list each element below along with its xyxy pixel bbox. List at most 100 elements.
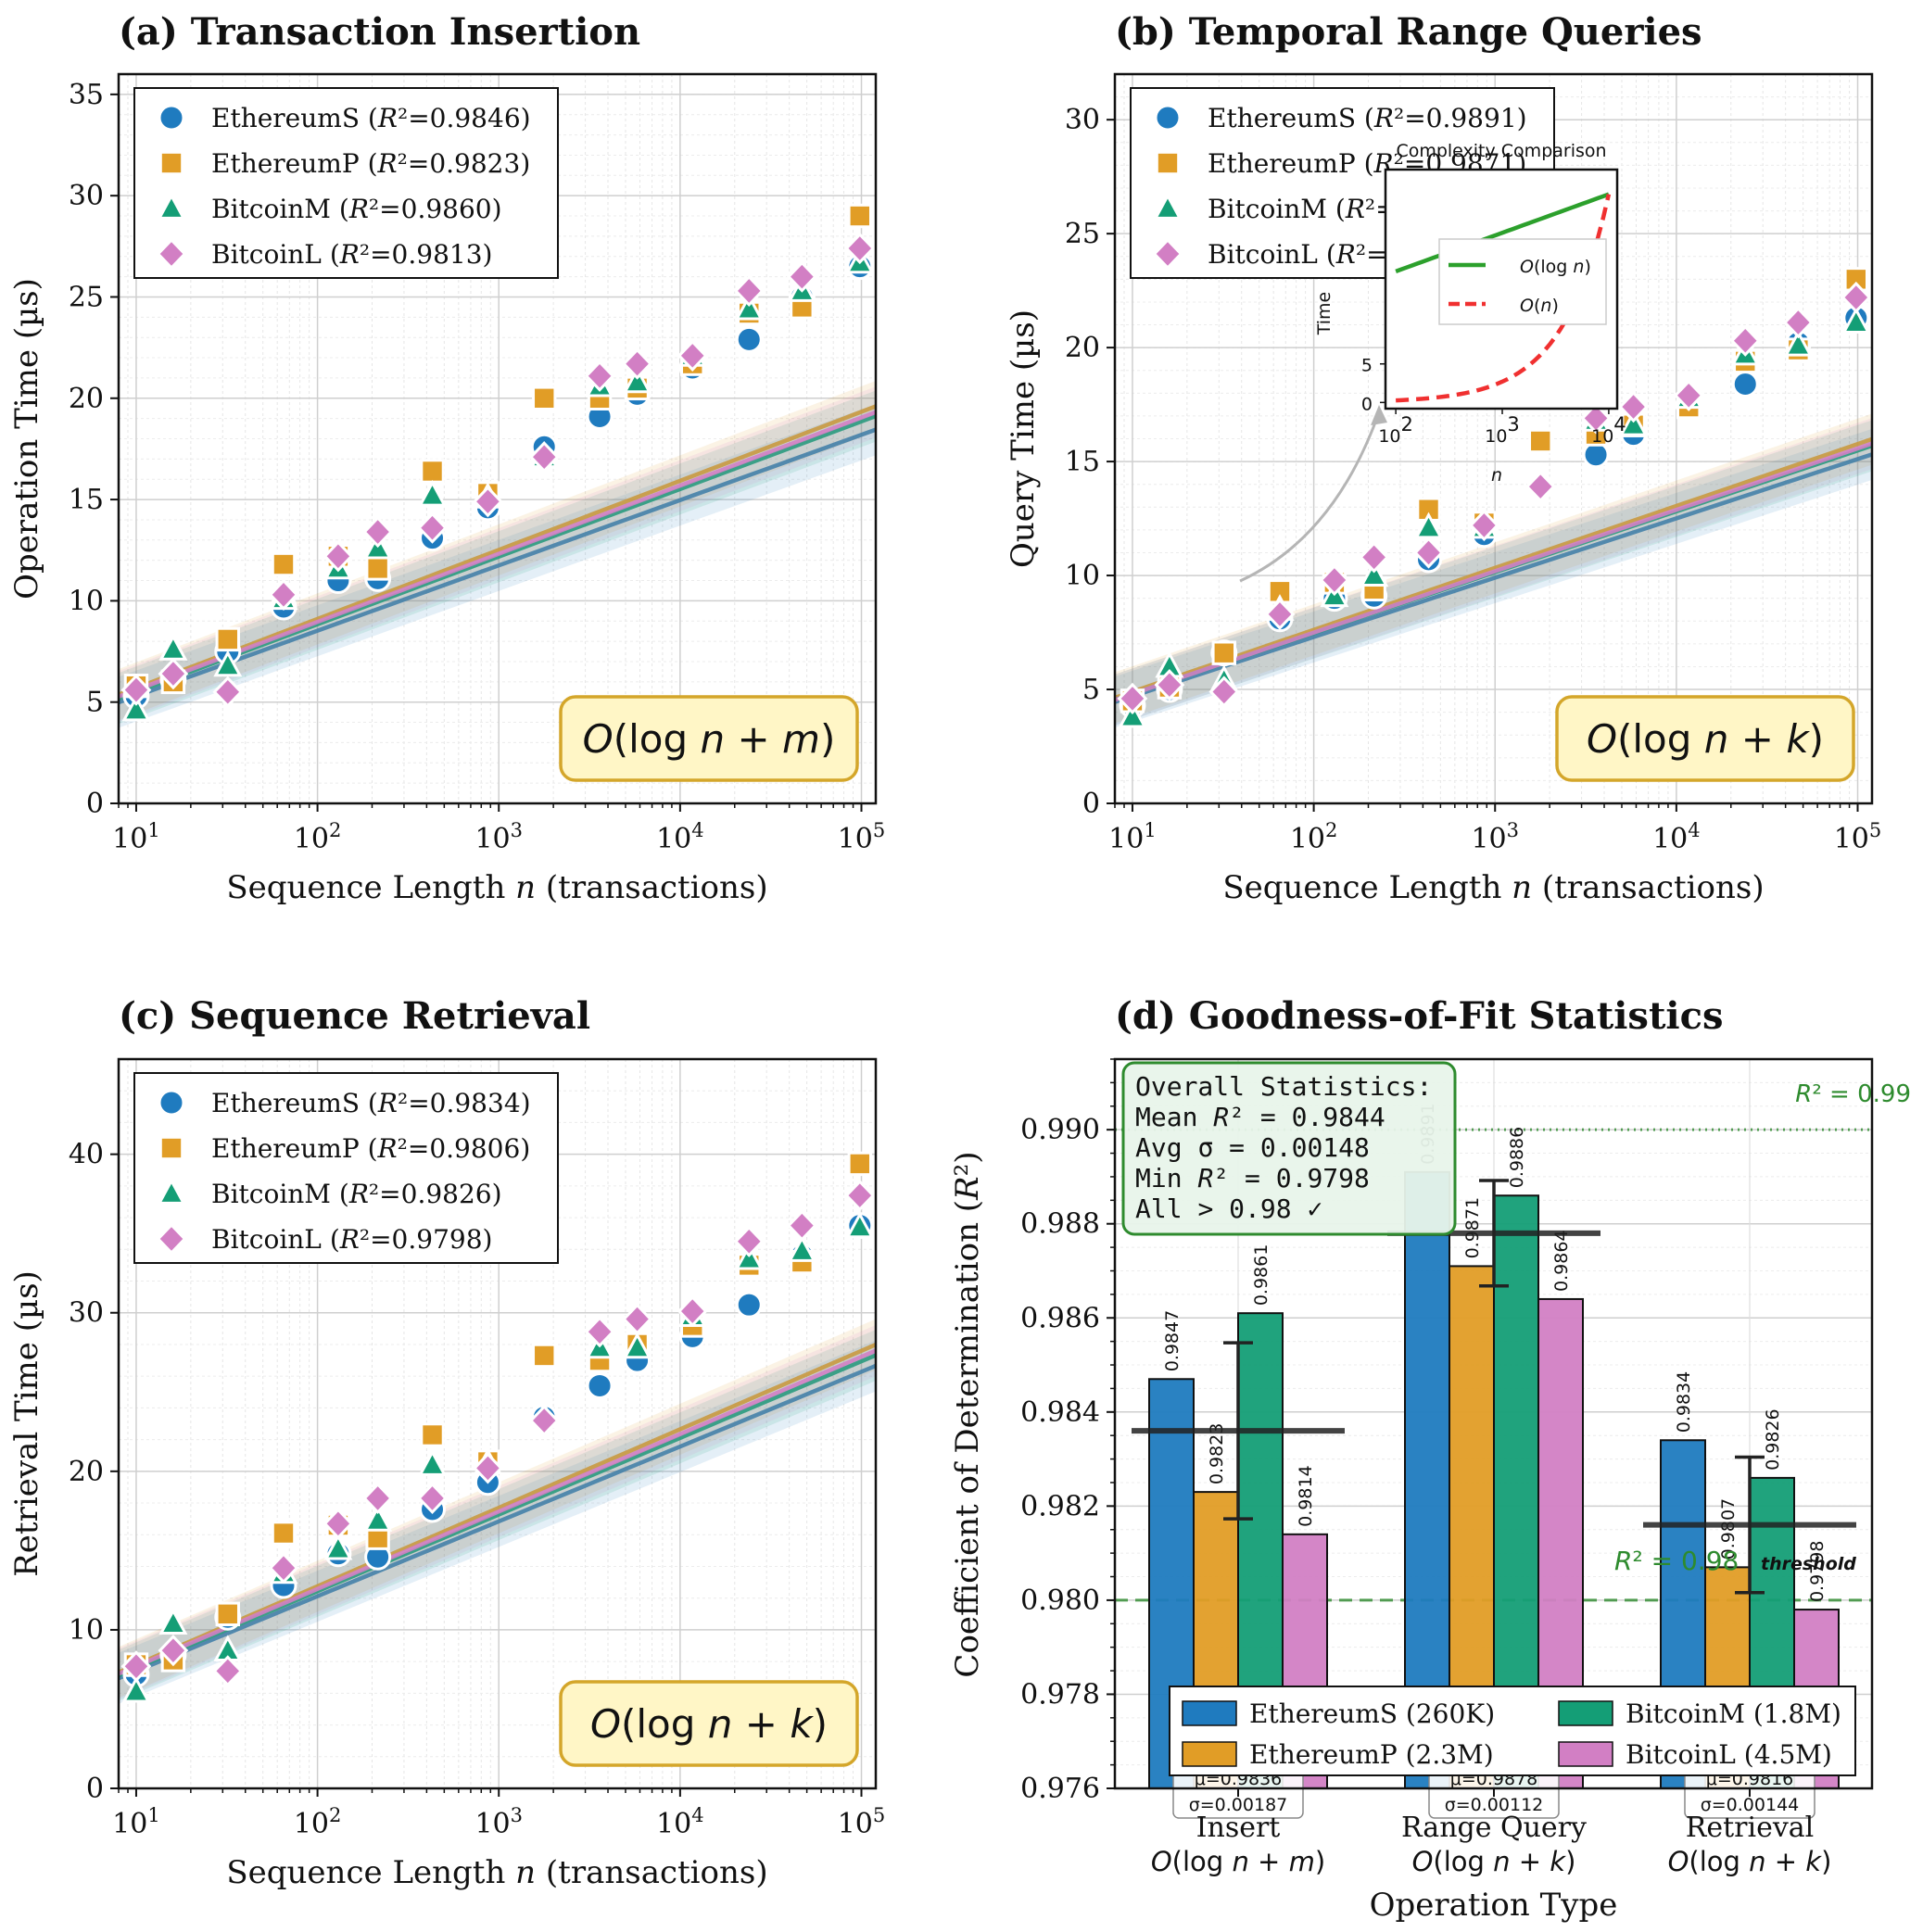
- y-tick-label: 15: [1065, 446, 1100, 478]
- fit-line-EthereumP: [118, 404, 877, 697]
- data-point-BitcoinL: [844, 1180, 876, 1212]
- fit-line-EthereumS: [1114, 452, 1873, 704]
- legend-marker-EthereumP: [158, 1135, 184, 1161]
- data-point-BitcoinL: [473, 486, 503, 518]
- y-tick-label: 5: [86, 687, 104, 719]
- data-point-BitcoinL: [323, 1508, 354, 1540]
- x-axis-label: Sequence Length n (transactions): [1222, 869, 1764, 906]
- data-point-BitcoinM: [158, 1608, 188, 1635]
- data-point-BitcoinL: [1729, 324, 1761, 357]
- data-point-EthereumP: [365, 556, 390, 581]
- legend-swatch-EthereumP: [1182, 1741, 1237, 1767]
- y-tick-label: 35: [69, 79, 104, 111]
- inset-plot: Complexity Comparison 0 5 102 103 104 n Time O(l…: [1239, 141, 1626, 583]
- data-point-BitcoinL: [323, 540, 354, 573]
- data-point-BitcoinL: [362, 515, 394, 549]
- y-tick-label: 0.978: [1020, 1678, 1100, 1711]
- y-tick-label: 0.990: [1020, 1114, 1100, 1146]
- x-tick-label: 102: [294, 819, 342, 855]
- fit-line-BitcoinL: [118, 1348, 877, 1676]
- x-tick-label: 103: [474, 819, 523, 855]
- bar-value-label: 0.9807: [1718, 1498, 1739, 1559]
- data-point-EthereumP: [271, 1521, 297, 1546]
- y-tick-label: 0.988: [1020, 1208, 1100, 1241]
- data-point-BitcoinL: [1580, 402, 1612, 435]
- data-point-BitcoinM: [121, 694, 151, 722]
- data-point-EthereumP: [215, 1601, 240, 1627]
- inset-x-tick-label: 102: [1378, 413, 1413, 447]
- panel-title-b: (b) Temporal Range Queries: [1115, 10, 1702, 54]
- fit-line-EthereumP: [1114, 436, 1873, 701]
- stat-sigma-Insert: σ=0.00187: [1189, 1795, 1288, 1815]
- legend-marker-BitcoinM: [157, 1178, 186, 1205]
- data-point-EthereumS: [735, 325, 763, 353]
- x-tick-label: 101: [112, 1804, 160, 1840]
- panel-title-a: (a) Transaction Insertion: [119, 10, 640, 54]
- bar-value-label: 0.9823: [1207, 1423, 1227, 1484]
- y-axis-label: Operation Time (µs): [8, 278, 45, 600]
- fit-line-BitcoinM: [118, 413, 877, 701]
- inset-legend-on: O(n): [1520, 296, 1559, 316]
- inset-x-tick-label: 104: [1591, 413, 1626, 447]
- data-point-BitcoinM: [787, 1235, 816, 1262]
- stats-line-2: Avg σ = 0.00148: [1135, 1132, 1370, 1163]
- data-point-BitcoinL: [120, 674, 152, 706]
- y-tick-label: 25: [69, 281, 104, 313]
- x-tick-label-Range Query: Range Query: [1401, 1812, 1587, 1844]
- fit-line-EthereumS: [118, 1363, 877, 1681]
- data-point-BitcoinL: [120, 1650, 152, 1683]
- data-point-EthereumS: [586, 1371, 614, 1399]
- fit-line-BitcoinL: [118, 410, 877, 699]
- data-point-BitcoinL: [1841, 281, 1872, 314]
- y-axis-label: Coefficient of Determination (R²): [949, 1151, 986, 1677]
- y-axis-label: Query Time (µs): [1005, 309, 1042, 568]
- data-point-BitcoinL: [212, 676, 244, 708]
- legend-label-BitcoinL: BitcoinL (R²=0.9813): [211, 239, 492, 270]
- y-tick-label: 20: [69, 383, 104, 415]
- data-point-BitcoinL: [362, 1482, 394, 1515]
- x-axis-label: Sequence Length n (transactions): [226, 1854, 767, 1891]
- panel-c: (c) Sequence Retrieval 0 10 20 30 40 101 102 103…: [8, 994, 885, 1891]
- bar-value-label: 0.9886: [1507, 1127, 1527, 1188]
- complexity-box: [559, 695, 859, 782]
- data-point-BitcoinM: [845, 1211, 875, 1239]
- inset-y-tick-label: 0: [1361, 394, 1373, 414]
- y-tick-label: 0: [1082, 788, 1100, 820]
- plot-frame: [1113, 72, 1874, 805]
- y-tick-label: 0.982: [1020, 1490, 1100, 1522]
- data-point-BitcoinL: [1413, 537, 1444, 569]
- data-point-BitcoinL: [622, 347, 652, 380]
- y-tick-label: 0.980: [1020, 1585, 1100, 1617]
- data-point-EthereumP: [1528, 428, 1553, 454]
- reference-label-threshold: threshold: [1761, 1554, 1856, 1574]
- data-point-BitcoinM: [1783, 329, 1813, 357]
- x-axis-label: Operation Type: [1370, 1887, 1618, 1924]
- panel-b: (b) Temporal Range Queries05101520253010…: [1005, 10, 1881, 906]
- complexity-box: [1555, 695, 1855, 782]
- y-tick-label: 30: [69, 1297, 104, 1330]
- data-point-BitcoinL: [417, 1482, 448, 1515]
- legend-marker-BitcoinL: [1152, 237, 1183, 271]
- data-point-EthereumS: [735, 1291, 763, 1319]
- data-point-BitcoinL: [1319, 563, 1350, 597]
- data-point-EthereumP: [420, 459, 445, 484]
- data-point-BitcoinL: [584, 1316, 615, 1348]
- x-tick-label: 104: [656, 819, 704, 855]
- data-point-BitcoinM: [1619, 409, 1649, 436]
- legend-label-BitcoinM: BitcoinM (R²=0.9860): [211, 194, 502, 224]
- legend-marker-BitcoinM: [1153, 193, 1183, 220]
- legend-marker-EthereumP: [158, 150, 184, 176]
- data-point-BitcoinL: [677, 339, 708, 372]
- data-point-BitcoinL: [786, 1209, 817, 1242]
- legend-marker-BitcoinL: [156, 237, 187, 271]
- data-point-BitcoinM: [1360, 560, 1389, 587]
- inset-arrow: [1239, 411, 1381, 583]
- data-point-BitcoinL: [1117, 682, 1148, 714]
- data-point-BitcoinL: [677, 1294, 708, 1328]
- data-point-EthereumP: [1211, 640, 1236, 665]
- x-tick-complexity-Range Query: O(log n + k): [1412, 1846, 1576, 1877]
- data-point-BitcoinL: [268, 1552, 299, 1585]
- legend-swatch-BitcoinL: [1558, 1741, 1613, 1767]
- data-point-BitcoinM: [623, 366, 652, 394]
